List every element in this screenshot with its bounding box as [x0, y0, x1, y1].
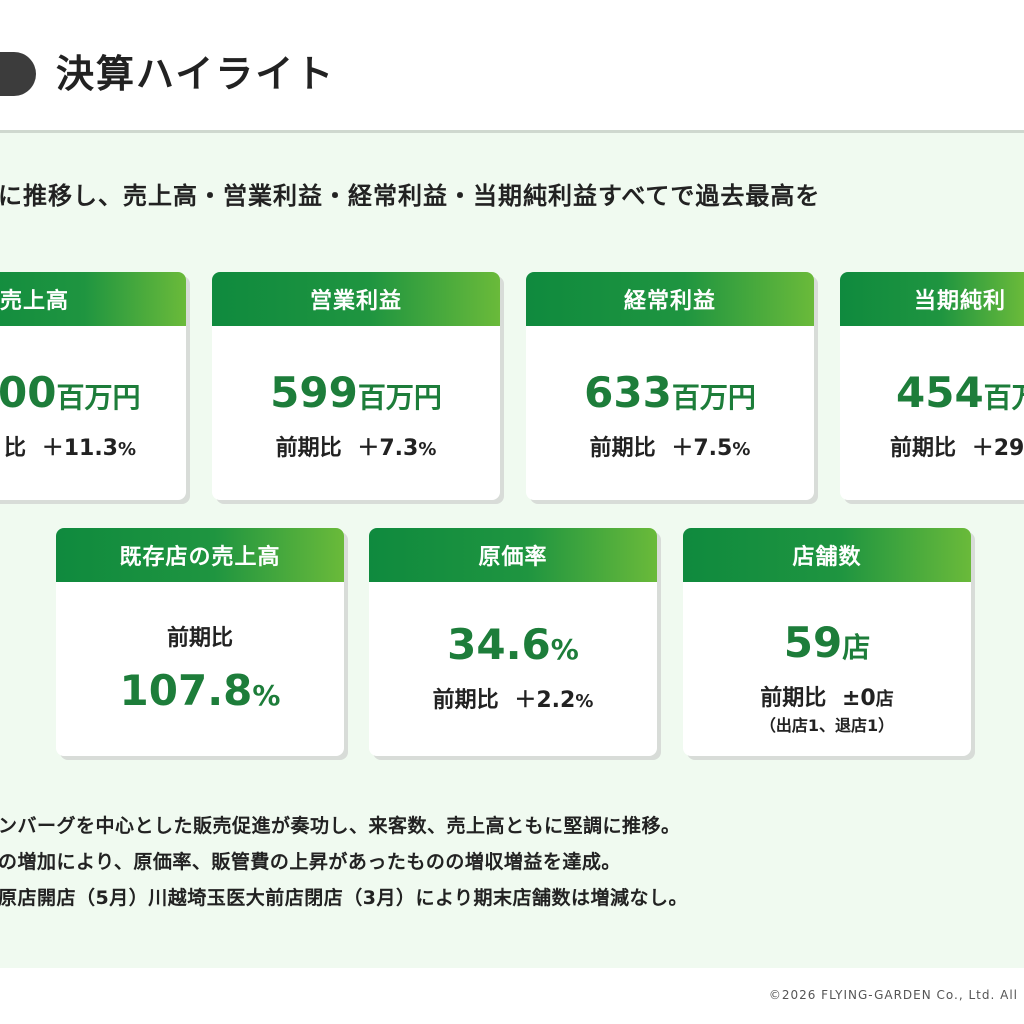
yoy-label: 比	[4, 436, 27, 461]
yoy-change: 前期比 ＋2.2%	[369, 682, 657, 714]
list-item: の増加により、原価率、販管費の上昇があったものの増収増益を達成。	[0, 851, 621, 873]
yoy-label: 前期比	[589, 436, 656, 461]
metric-value: 34.6%	[369, 620, 657, 669]
card-title: 店舗数	[683, 528, 971, 582]
metric-unit: 百万円	[56, 381, 141, 414]
yoy-sign: ＋	[971, 436, 994, 461]
card-title-text: 経常利益	[623, 289, 716, 314]
card-title: 経常利益	[526, 272, 814, 326]
card-existing-store-sales: 既存店の売上高 前期比 107.8%	[56, 528, 344, 756]
metric-value: 00百万円	[0, 368, 186, 417]
copyright: ©2026 FLYING-GARDEN Co., Ltd. All	[768, 988, 1018, 1002]
yoy-label: 前期比	[166, 626, 233, 651]
yoy-label: 前期比	[275, 436, 342, 461]
yoy-change: 前期比 ＋29	[840, 430, 1024, 462]
card-sales: 売上高 00百万円 比 ＋11.3%	[0, 272, 186, 500]
metric-unit: 百万円	[357, 381, 442, 414]
yoy-label: 前期比	[890, 436, 957, 461]
metric-number: 59	[783, 618, 843, 667]
metric-unit: 百万	[983, 381, 1024, 414]
metric-number: 599	[270, 368, 358, 417]
section-marker	[0, 52, 36, 96]
yoy-value: 7.5	[693, 436, 733, 461]
yoy-value: 2.2	[536, 688, 576, 713]
card-title: 売上高	[0, 272, 186, 326]
metric-value: 454百万	[840, 368, 1024, 417]
card-title: 営業利益	[212, 272, 500, 326]
metric-value: 599百万円	[212, 368, 500, 417]
store-note: （出店1、退店1）	[759, 716, 895, 735]
yoy-label: 前期比	[432, 688, 499, 713]
card-title-text: 当期純利	[914, 289, 1007, 314]
card-title-text: 売上高	[0, 289, 70, 314]
metric-unit: 百万円	[671, 381, 756, 414]
yoy-unit: %	[575, 691, 594, 712]
yoy-unit: %	[418, 439, 437, 460]
card-title-text: 既存店の売上高	[119, 545, 281, 570]
card-store-count: 店舗数 59店 前期比 ±0店 （出店1、退店1）	[683, 528, 971, 756]
card-title-text: 店舗数	[792, 545, 862, 570]
yoy-value: 11.3	[63, 436, 118, 461]
metric-number: 00	[0, 368, 57, 417]
metric-number: 454	[896, 368, 984, 417]
card-ordinary-profit: 経常利益 633百万円 前期比 ＋7.5%	[526, 272, 814, 500]
metric-unit: %	[550, 633, 579, 666]
metric-number: 34.6	[447, 620, 551, 669]
card-title-text: 原価率	[478, 545, 548, 570]
yoy-change: 前期比 ＋7.3%	[212, 430, 500, 462]
metric-value: 59店	[683, 618, 971, 667]
card-operating-profit: 営業利益 599百万円 前期比 ＋7.3%	[212, 272, 500, 500]
card-title: 原価率	[369, 528, 657, 582]
summary-list: ンバーグを中心とした販売促進が奏功し、来客数、売上高ともに堅調に推移。 の増加に…	[0, 808, 688, 916]
metric-number: 633	[584, 368, 672, 417]
divider	[0, 130, 1024, 133]
page-title: 決算ハイライト	[56, 52, 336, 96]
yoy-value: 0	[860, 686, 876, 711]
yoy-change: 前期比 ±0店	[683, 680, 971, 712]
yoy-value: 29	[993, 436, 1024, 461]
metric-unit: 店	[842, 631, 871, 664]
card-title-text: 営業利益	[309, 289, 402, 314]
card-title: 既存店の売上高	[56, 528, 344, 582]
yoy-sign: ＋	[514, 688, 537, 713]
list-item: ンバーグを中心とした販売促進が奏功し、来客数、売上高ともに堅調に推移。	[0, 815, 681, 837]
yoy-sign: ＋	[671, 436, 694, 461]
metric-value: 107.8%	[56, 666, 344, 715]
metric-unit: %	[252, 679, 281, 712]
metric-number: 107.8	[119, 666, 253, 715]
yoy-unit: 店	[875, 689, 894, 710]
card-net-profit: 当期純利 454百万 前期比 ＋29	[840, 272, 1024, 500]
yoy-sign: ＋	[41, 436, 64, 461]
yoy-label: 前期比	[760, 686, 827, 711]
metric-value: 633百万円	[526, 368, 814, 417]
yoy-sign: ±	[841, 686, 861, 711]
yoy-change: 比 ＋11.3%	[0, 430, 186, 462]
lead-text: に推移し、売上高・営業利益・経常利益・当期純利益すべてで過去最高を	[0, 182, 821, 210]
yoy-sign: ＋	[357, 436, 380, 461]
yoy-unit: %	[117, 439, 137, 460]
yoy-change: 前期比 ＋7.5%	[526, 430, 814, 462]
list-item: 原店開店（5月）川越埼玉医大前店閉店（3月）により期末店舗数は増減なし。	[0, 887, 689, 909]
yoy-unit: %	[732, 439, 751, 460]
yoy-value: 7.3	[379, 436, 419, 461]
card-cost-rate: 原価率 34.6% 前期比 ＋2.2%	[369, 528, 657, 756]
card-title: 当期純利	[840, 272, 1024, 326]
